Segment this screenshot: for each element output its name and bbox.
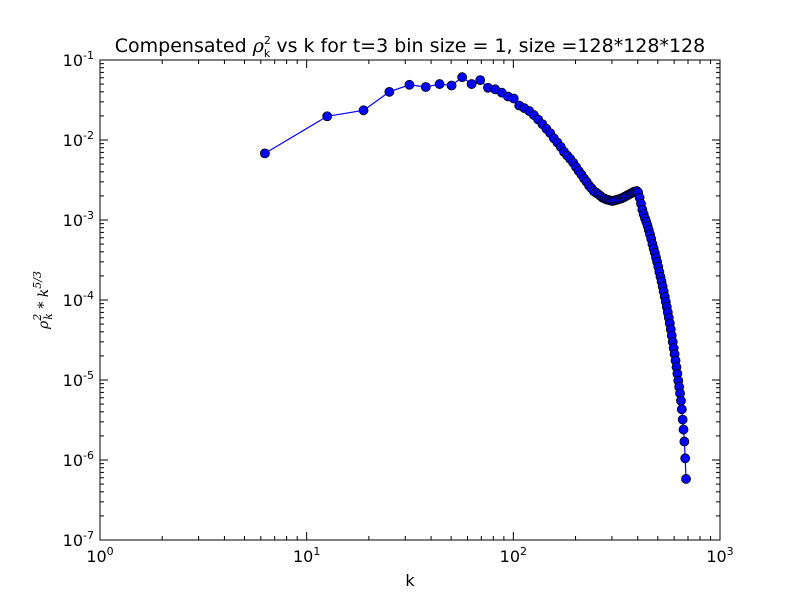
y-tick-label: 10-5 [63, 369, 94, 390]
y-tick-label: 10-7 [63, 529, 94, 550]
chart-title: Compensated ρ2 k vs k for t=3 bin size = … [115, 34, 705, 60]
data-point [678, 424, 689, 435]
x-tick-label: 101 [293, 545, 320, 566]
data-point [384, 86, 395, 97]
data-point [446, 80, 457, 91]
x-tick-label: 102 [500, 545, 527, 566]
y-tick-label: 10-1 [63, 49, 94, 70]
tick-marks [99, 59, 721, 541]
data-point [404, 79, 415, 90]
y-tick-label: 10-3 [63, 209, 94, 230]
y-tick-label: 10-2 [63, 129, 94, 150]
data-point [466, 79, 477, 89]
data-point [680, 453, 691, 464]
data-point [434, 79, 445, 89]
data-point [679, 436, 690, 447]
data-point [681, 474, 691, 484]
y-axis-label: ρ2k * k5/3 [31, 271, 55, 330]
data-point [676, 395, 686, 406]
x-tick-label: 103 [706, 545, 733, 566]
y-tick-label: 10-6 [63, 449, 94, 470]
data-point [457, 72, 468, 83]
data-point [358, 105, 369, 116]
data-point [260, 148, 270, 159]
tick-labels: 100 101 102 103 10-7 10-6 10-5 10-4 10-3 10-2 10-1 [63, 49, 734, 566]
data-point [508, 93, 519, 104]
x-tick-label: 100 [86, 545, 113, 566]
data-point [677, 414, 688, 425]
plot-area [260, 72, 691, 484]
data-point [322, 111, 333, 122]
data-point [420, 82, 431, 92]
x-axis-label: k [405, 571, 415, 590]
data-point [676, 404, 687, 415]
y-tick-label: 10-4 [63, 289, 94, 310]
data-point [475, 75, 486, 86]
